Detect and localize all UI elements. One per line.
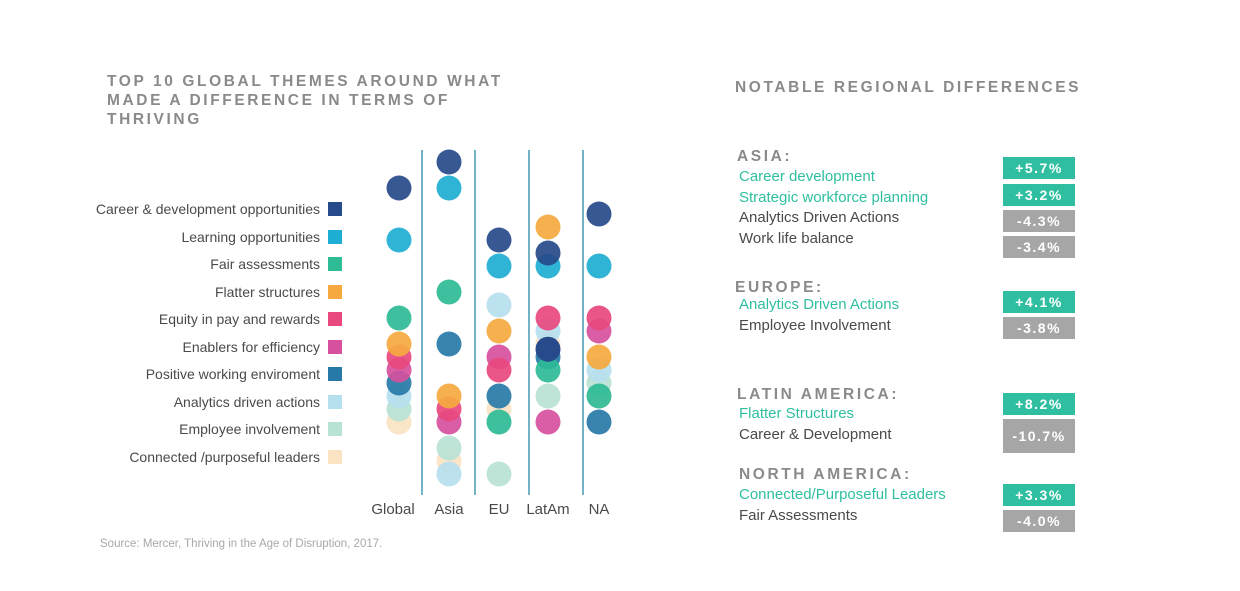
data-point <box>586 201 612 227</box>
data-point <box>486 253 512 279</box>
legend-label: Flatter structures <box>214 283 320 300</box>
region-title: NORTH AMERICA: <box>739 466 912 483</box>
region-item-label: Employee Involvement <box>739 317 891 334</box>
positive-badge: +3.2% <box>1003 184 1075 206</box>
data-point <box>535 357 561 383</box>
region-title: EUROPE: <box>735 279 824 296</box>
negative-badge: -3.4% <box>1003 236 1075 258</box>
category-label: Global <box>371 501 414 518</box>
legend-item: Fair assessments <box>210 256 342 272</box>
positive-badge: +5.7% <box>1003 157 1075 179</box>
chart-title: TOP 10 GLOBAL THEMES AROUND WHAT MADE A … <box>107 73 503 128</box>
legend-item: Positive working enviroment <box>146 366 342 382</box>
legend-label: Connected /purposeful leaders <box>129 448 320 465</box>
data-point <box>436 175 462 201</box>
data-point <box>535 214 561 240</box>
source-note: Source: Mercer, Thriving in the Age of D… <box>100 538 383 550</box>
positive-badge: +3.3% <box>1003 484 1075 506</box>
regional-differences-title: NOTABLE REGIONAL DIFFERENCES <box>735 79 1082 96</box>
data-point <box>386 175 412 201</box>
legend-swatch <box>328 284 342 299</box>
data-point <box>436 279 462 305</box>
legend-item: Connected /purposeful leaders <box>129 449 342 465</box>
region-item-label: Career & Development <box>739 426 892 443</box>
region-item-label: Strategic workforce planning <box>739 189 929 206</box>
data-point <box>535 383 561 409</box>
data-point <box>586 409 612 435</box>
data-point <box>586 383 612 409</box>
data-point <box>586 305 612 331</box>
data-point <box>486 318 512 344</box>
data-point <box>386 305 412 331</box>
data-point <box>436 461 462 487</box>
legend-swatch <box>328 229 342 244</box>
legend-label: Employee involvement <box>179 421 320 437</box>
region-title: LATIN AMERICA: <box>737 386 900 403</box>
legend-swatch <box>328 367 342 381</box>
positive-badge: +4.1% <box>1003 291 1075 313</box>
negative-badge: -4.0% <box>1003 510 1075 532</box>
data-point <box>386 331 412 357</box>
data-point <box>486 227 512 253</box>
legend-item: Enablers for efficiency <box>183 339 342 355</box>
data-point <box>486 292 512 318</box>
category-label: Asia <box>434 501 464 518</box>
data-point <box>436 435 462 461</box>
legend-swatch <box>328 422 342 436</box>
legend-label: Enablers for efficiency <box>182 338 320 355</box>
region-item-label: Fair Assessments <box>739 507 858 524</box>
data-point <box>535 409 561 435</box>
chart-legend: Career & development opportunities Learni… <box>0 0 342 480</box>
legend-swatch <box>328 339 342 354</box>
legend-swatch <box>328 202 342 216</box>
legend-swatch <box>328 394 342 409</box>
region-item-label: Analytics Driven Actions <box>739 296 900 313</box>
legend-item: Analytics driven actions <box>174 394 342 410</box>
legend-item: Career & development opportunities <box>96 201 342 217</box>
legend-item: Learning opportunities <box>181 229 342 245</box>
negative-badge: -3.8% <box>1003 317 1075 339</box>
legend-label: Analytics driven actions <box>173 393 320 410</box>
legend-label: Career & development opportunities <box>95 201 320 217</box>
data-point <box>486 409 512 435</box>
legend-label: Learning opportunities <box>181 228 320 245</box>
region-item-label: Work life balance <box>739 230 854 247</box>
legend-label: Equity in pay and rewards <box>158 311 320 327</box>
region-item-label: Career development <box>739 168 875 185</box>
region-item-label: Flatter Structures <box>739 405 855 422</box>
data-point <box>586 253 612 279</box>
data-point <box>486 383 512 409</box>
data-point <box>436 331 462 357</box>
region-item-label: Analytics Driven Actions <box>739 209 900 226</box>
legend-label: Positive working enviroment <box>145 366 320 382</box>
data-point <box>535 240 561 266</box>
legend-item: Employee involvement <box>179 421 342 437</box>
data-point <box>386 227 412 253</box>
negative-badge: -10.7% <box>1003 419 1075 453</box>
positive-badge: +8.2% <box>1003 393 1075 415</box>
category-label: EU <box>489 501 510 518</box>
data-point <box>436 149 462 175</box>
data-point <box>535 305 561 331</box>
dot-plot: Global Asia EU LatAm NA <box>371 149 612 518</box>
legend-item: Equity in pay and rewards <box>159 311 342 327</box>
region-item-label: Connected/Purposeful Leaders <box>739 486 946 503</box>
category-label: NA <box>589 501 610 518</box>
legend-item: Flatter structures <box>215 284 342 300</box>
data-point <box>535 336 561 362</box>
legend-swatch <box>328 257 342 271</box>
data-point <box>586 344 612 370</box>
data-point <box>486 461 512 487</box>
legend-swatch <box>328 312 342 326</box>
data-point <box>436 383 462 409</box>
data-point <box>486 357 512 383</box>
legend-label: Fair assessments <box>210 256 320 272</box>
category-label: LatAm <box>526 501 569 518</box>
negative-badge: -4.3% <box>1003 210 1075 232</box>
legend-swatch <box>328 449 342 464</box>
region-title: ASIA: <box>737 148 793 165</box>
